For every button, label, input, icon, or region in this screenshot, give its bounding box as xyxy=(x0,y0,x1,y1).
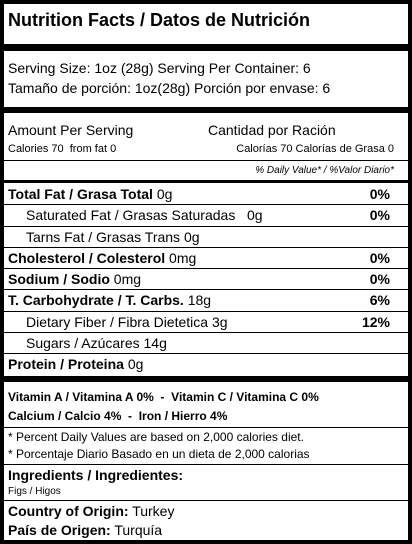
nutrient-amount: 18g xyxy=(187,292,212,308)
vitamins: Vitamin A / Vitamina A 0% - Vitamin C / … xyxy=(8,390,319,404)
nutrient-percent: 6% xyxy=(369,292,390,308)
nutrient-label: T. Carbohydrate / T. Carbs. xyxy=(8,292,184,308)
nutrient-row: Protein / Proteina 0g xyxy=(8,356,143,372)
nutrient-label: Saturated Fat / Grasas Saturadas xyxy=(26,207,236,223)
nutrient-percent: 0% xyxy=(369,186,390,202)
footnote: * Percent Daily Values are based on 2,00… xyxy=(8,430,304,444)
nutrient-percent: 0% xyxy=(369,207,390,223)
footnote: * Porcentaje Diario Basado en un dieta d… xyxy=(8,447,310,461)
nutrient-label: Sugars / Azúcares xyxy=(26,335,140,351)
nutrient-row: Tarns Fat / Grasas Trans 0g xyxy=(26,229,200,245)
rule xyxy=(4,44,408,51)
nutrient-row: T. Carbohydrate / T. Carbs. 18g xyxy=(8,292,211,308)
nutrient-row: Total Fat / Grasa Total 0g xyxy=(8,186,172,202)
rule xyxy=(4,204,408,205)
origin-value: Turkey xyxy=(132,503,175,519)
nutrient-row: Sodium / Sodio 0mg xyxy=(8,271,141,287)
nutrient-amount: 0mg xyxy=(169,250,197,266)
rule xyxy=(4,107,408,113)
serving-line: Tamaño de porción: 1oz(28g) Porción por … xyxy=(8,80,331,96)
ingredients-heading: Ingredients / Ingredientes: xyxy=(8,467,184,483)
origin-label: Country of Origin: xyxy=(8,503,129,519)
nutrient-row: Dietary Fiber / Fibra Dietetica 3g xyxy=(26,314,228,330)
calories: Calories 70 from fat 0 xyxy=(8,143,117,155)
rule xyxy=(4,268,408,269)
nutrient-label: Total Fat / Grasa Total xyxy=(8,186,153,202)
nutrient-amount: 14g xyxy=(143,335,167,351)
rule xyxy=(4,376,408,382)
serving-line: Serving Size: 1oz (28g) Serving Per Cont… xyxy=(8,60,311,76)
nutrient-label: Sodium / Sodio xyxy=(8,271,110,287)
calories: Calorías 70 Calorías de Grasa 0 xyxy=(236,143,394,155)
nutrient-percent: 12% xyxy=(361,314,390,330)
daily-value-header: % Daily Value* / %Valor Diario* xyxy=(255,165,394,176)
nutrient-percent: 0% xyxy=(369,271,390,287)
nutrient-label: Cholesterol / Colesterol xyxy=(8,250,166,266)
rule xyxy=(4,311,408,312)
nutrient-label: Protein / Proteina xyxy=(8,356,124,372)
vitamins: Calcium / Calcio 4% - Iron / Hierro 4% xyxy=(8,409,228,423)
rule xyxy=(4,160,408,161)
amount-header: Cantidad por Ración xyxy=(208,122,336,138)
rule xyxy=(4,464,408,465)
rule xyxy=(4,180,408,183)
origin-value: Turquía xyxy=(114,522,163,538)
ingredients-text: Figs / Higos xyxy=(8,486,61,497)
nutrient-row: Saturated Fat / Grasas Saturadas 0g xyxy=(26,207,263,223)
rule xyxy=(4,500,408,501)
nutrient-row: Sugars / Azúcares 14g xyxy=(26,335,167,351)
rule xyxy=(4,247,408,248)
origin-row: País de Origen: Turquía xyxy=(8,522,162,538)
rule xyxy=(4,353,408,354)
nutrient-label: Tarns Fat / Grasas Trans xyxy=(26,229,181,245)
nutrient-amount: 0g xyxy=(156,186,173,202)
rule xyxy=(4,226,408,227)
nutrient-amount: 0g xyxy=(127,356,144,372)
rule xyxy=(4,332,408,333)
title: Nutrition Facts / Datos de Nutrición xyxy=(8,10,311,30)
nutrient-amount: 0g xyxy=(247,207,263,223)
nutrient-percent: 0% xyxy=(369,250,390,266)
origin-row: Country of Origin: Turkey xyxy=(8,503,174,519)
rule xyxy=(4,289,408,290)
nutrient-label: Dietary Fiber / Fibra Dietetica xyxy=(26,314,209,330)
nutrient-row: Cholesterol / Colesterol 0mg xyxy=(8,250,196,266)
nutrient-amount: 3g xyxy=(211,314,228,330)
amount-header: Amount Per Serving xyxy=(8,122,134,138)
nutrient-amount: 0mg xyxy=(113,271,142,287)
nutrient-amount: 0g xyxy=(183,229,200,245)
rule xyxy=(4,427,408,428)
origin-label: País de Origen: xyxy=(8,522,111,538)
